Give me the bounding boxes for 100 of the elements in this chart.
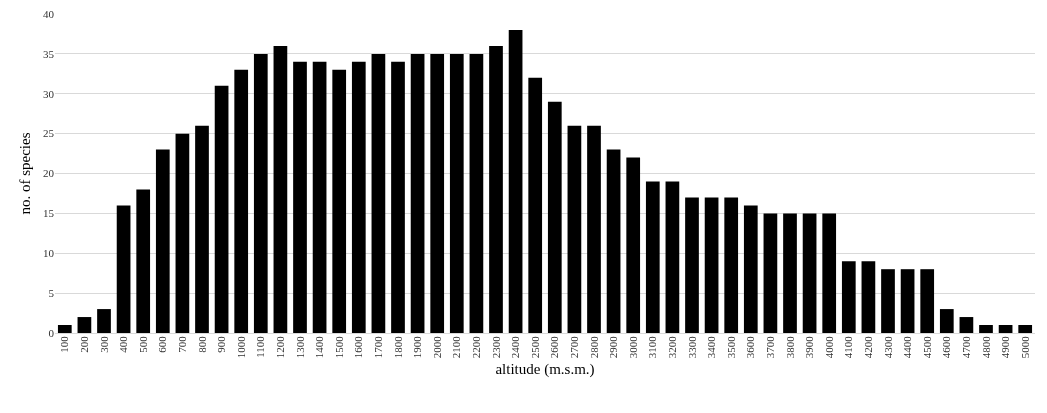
bar: [332, 69, 347, 333]
y-tick-label: 35: [43, 47, 55, 60]
x-tick-label: 700: [175, 335, 188, 353]
x-tick-label: 1700: [371, 335, 384, 359]
x-tick-label: 3800: [783, 335, 796, 359]
x-tick-label: 2800: [587, 335, 600, 359]
x-tick-label: 2000: [430, 335, 443, 359]
x-tick-label: 3600: [744, 335, 757, 359]
x-tick-label: 1800: [391, 335, 404, 359]
x-tick-label: 3500: [724, 335, 737, 359]
x-tick-label: 300: [97, 335, 110, 353]
x-tick-label: 3900: [803, 335, 816, 359]
x-tick-label: 1200: [273, 335, 286, 359]
x-tick-label: 4800: [979, 335, 992, 359]
x-tick-label: 2500: [528, 335, 541, 359]
bar: [77, 317, 92, 333]
bar: [57, 325, 72, 333]
x-tick-label: 3400: [705, 335, 718, 359]
x-tick-label: 1900: [411, 335, 424, 359]
y-tick-label: 30: [43, 87, 55, 100]
bar: [371, 53, 386, 333]
bar: [783, 213, 797, 333]
y-tick-label: 5: [48, 286, 55, 299]
x-tick-label: 4200: [861, 335, 874, 359]
bar: [155, 149, 170, 333]
x-tick-label: 3300: [685, 335, 698, 359]
bar: [449, 53, 464, 333]
bar: [547, 101, 562, 333]
bar: [959, 317, 974, 333]
x-tick-label: 1100: [254, 335, 267, 358]
bar: [410, 53, 425, 333]
x-tick-label: 1300: [293, 335, 306, 359]
y-tick-label: 15: [43, 207, 55, 220]
bar: [724, 197, 739, 333]
bar: [998, 325, 1013, 333]
bar: [1018, 325, 1033, 333]
bar: [430, 53, 445, 333]
bar: [645, 181, 660, 333]
bar: [195, 125, 209, 333]
bar: [979, 325, 993, 333]
bar: [861, 261, 876, 333]
bar: [469, 53, 484, 333]
bar: [841, 261, 856, 333]
x-tick-label: 800: [195, 335, 208, 353]
bar: [253, 53, 268, 333]
bar: [214, 85, 229, 333]
x-tick-label: 2600: [548, 335, 561, 359]
y-tick-label: 25: [43, 127, 55, 140]
bar: [939, 309, 954, 333]
x-tick-label: 4600: [940, 335, 953, 359]
x-tick-label: 2900: [607, 335, 620, 359]
x-tick-label: 4500: [920, 335, 933, 359]
x-tick-label: 500: [136, 335, 149, 353]
x-tick-label: 3100: [646, 335, 659, 359]
x-tick-label: 900: [215, 335, 228, 353]
bar: [822, 213, 837, 333]
bar: [626, 157, 641, 333]
bar: [802, 213, 817, 333]
bar: [665, 181, 680, 333]
x-tick-label: 600: [156, 335, 169, 353]
bar: [136, 189, 151, 333]
bar: [234, 69, 249, 333]
bar: [391, 61, 405, 333]
bar: [685, 197, 699, 333]
x-tick-label: 2300: [489, 335, 502, 359]
bar: [881, 269, 895, 333]
bar: [704, 197, 719, 333]
y-tick-label: 10: [43, 247, 55, 260]
bar: [293, 61, 307, 333]
x-tick-label: 3200: [665, 335, 678, 359]
x-tick-label: 1400: [313, 335, 326, 359]
x-tick-label: 100: [58, 335, 71, 353]
x-tick-label: 2200: [469, 335, 482, 359]
bar: [97, 309, 111, 333]
y-tick-label: 0: [48, 326, 55, 339]
x-tick-label: 4300: [881, 335, 894, 359]
bar: [489, 45, 503, 333]
bar: [567, 125, 582, 333]
bar: [606, 149, 621, 333]
bar: [920, 269, 935, 333]
x-tick-label: 4000: [822, 335, 835, 359]
x-tick-label: 5000: [1018, 335, 1031, 359]
x-tick-label: 4100: [842, 335, 855, 359]
x-tick-label: 3000: [626, 335, 639, 359]
bar: [587, 125, 601, 333]
bar: [900, 269, 915, 333]
x-tick-label: 400: [117, 335, 130, 353]
x-tick-label: 2700: [567, 335, 580, 359]
bar: [175, 133, 190, 333]
x-tick-label: 4900: [999, 335, 1012, 359]
x-tick-label: 1000: [234, 335, 247, 359]
y-tick-label: 40: [43, 7, 55, 20]
y-tick-label: 20: [43, 167, 55, 180]
bar: [743, 205, 758, 333]
x-tick-label: 1500: [332, 335, 345, 359]
bar: [528, 77, 543, 333]
x-tick-label: 4400: [901, 335, 914, 359]
y-axis-title: no. of species: [17, 132, 34, 215]
bar: [351, 61, 366, 333]
bar: [116, 205, 131, 333]
